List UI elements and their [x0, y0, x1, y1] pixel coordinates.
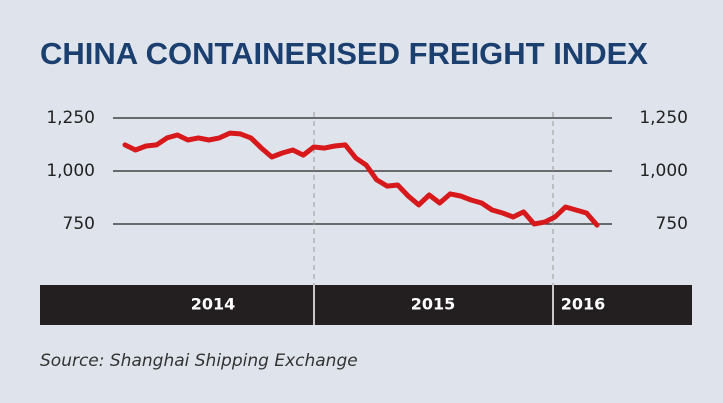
y2-tick-label: 1,000 — [639, 161, 688, 181]
y-tick-label: 750 — [63, 214, 95, 234]
year-label: 2016 — [561, 295, 606, 314]
series-line — [122, 130, 600, 228]
source-note: Source: Shanghai Shipping Exchange — [40, 351, 358, 371]
year-label: 2014 — [191, 295, 236, 314]
y-tick-label: 1,250 — [46, 108, 95, 128]
y-tick-label: 1,000 — [46, 161, 95, 181]
year-label: 2015 — [411, 295, 456, 314]
y2-tick-label: 750 — [656, 214, 688, 234]
year-band — [40, 285, 692, 325]
chart-title: CHINA CONTAINERISED FREIGHT INDEX — [40, 36, 648, 71]
y2-tick-label: 1,250 — [639, 108, 688, 128]
